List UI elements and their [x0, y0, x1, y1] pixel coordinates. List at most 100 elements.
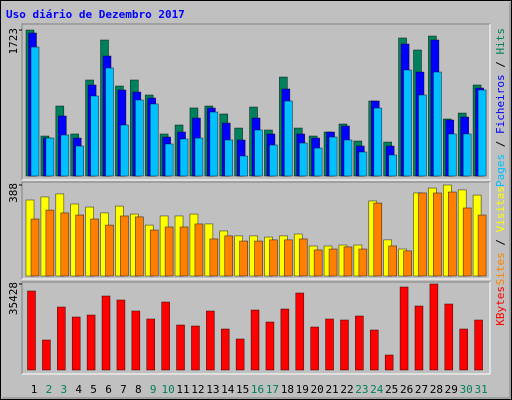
panel-edge — [21, 181, 490, 279]
bar — [269, 144, 278, 177]
bar — [369, 329, 379, 371]
bar — [462, 207, 472, 277]
bar — [179, 226, 189, 277]
x-tick-label: 16 — [251, 383, 264, 396]
bar — [358, 248, 368, 277]
bar — [75, 145, 85, 177]
bar — [120, 215, 129, 277]
x-tick-label: 30 — [460, 383, 473, 396]
x-tick-label: 24 — [370, 383, 384, 396]
bar — [164, 226, 174, 277]
bar — [146, 318, 156, 371]
x-tick-label: 15 — [236, 383, 249, 396]
x-tick-label: 21 — [325, 383, 338, 396]
bar — [474, 319, 483, 371]
bar — [373, 202, 383, 277]
bar — [90, 218, 99, 277]
bar — [477, 214, 487, 277]
bar — [459, 328, 468, 371]
bar — [298, 142, 308, 177]
bar — [220, 328, 230, 371]
bar — [75, 214, 85, 277]
bar — [60, 212, 70, 277]
bar — [254, 240, 263, 277]
bar — [135, 216, 144, 277]
x-tick-label: 25 — [385, 383, 398, 396]
bar — [42, 339, 51, 371]
y-tick-label: 388 — [7, 183, 20, 203]
bar — [343, 139, 353, 177]
chart-title: Uso diário de Dezembro 2017 — [6, 8, 185, 21]
bar — [447, 133, 457, 177]
bar — [310, 326, 319, 371]
bar — [340, 319, 349, 371]
panel-edge — [22, 24, 491, 181]
x-tick-label: 6 — [105, 383, 112, 396]
bar — [462, 133, 472, 177]
bar — [358, 151, 368, 177]
bar — [313, 147, 323, 177]
x-tick-label: 1 — [31, 383, 38, 396]
bar — [164, 143, 174, 177]
bar — [388, 154, 397, 177]
bar — [444, 303, 454, 371]
bar — [86, 314, 96, 371]
bar — [206, 310, 215, 371]
legend: Sites / Visitas — [494, 186, 507, 285]
x-tick-label: 27 — [415, 383, 428, 396]
x-tick-label: 4 — [75, 383, 82, 396]
x-tick-label: 5 — [90, 383, 97, 396]
bar — [433, 71, 442, 177]
bar — [254, 129, 263, 177]
x-tick-label: 13 — [206, 383, 219, 396]
bar — [298, 238, 308, 277]
bar — [313, 249, 323, 277]
x-tick-label: 10 — [162, 383, 175, 396]
bar — [149, 103, 159, 177]
bar — [418, 192, 427, 277]
bar — [328, 248, 338, 277]
x-tick-label: 18 — [281, 383, 294, 396]
x-tick-label: 31 — [474, 383, 487, 396]
bar — [280, 308, 290, 371]
bar — [45, 209, 55, 277]
bar — [57, 306, 66, 371]
bar — [27, 290, 36, 371]
bar — [325, 318, 334, 371]
bar — [179, 138, 189, 177]
panel-edge — [21, 23, 490, 180]
legend-entry: Sites — [494, 252, 507, 285]
x-tick-label: 7 — [120, 383, 127, 396]
legend-separator: / — [494, 134, 507, 154]
bar — [418, 94, 427, 177]
bar — [161, 301, 170, 371]
bar — [131, 310, 141, 371]
bar — [135, 99, 144, 177]
x-tick-label: 22 — [340, 383, 353, 396]
bar — [355, 315, 364, 371]
legend-separator: / — [494, 55, 507, 75]
x-tick-label: 23 — [355, 383, 368, 396]
legend-entry: Pages — [494, 154, 507, 187]
panel-edge — [22, 282, 491, 375]
x-tick-label: 17 — [266, 383, 279, 396]
y-tick-label: 1723 — [7, 28, 20, 55]
bar — [295, 292, 305, 371]
bar — [265, 321, 275, 371]
bar — [373, 107, 383, 177]
bar — [224, 139, 234, 177]
bar — [384, 354, 394, 371]
y-tick-label: 35428 — [7, 282, 20, 315]
bar — [105, 67, 114, 177]
legend-separator: / — [494, 232, 507, 252]
bar — [90, 95, 99, 177]
bar — [71, 316, 81, 371]
bar — [60, 134, 70, 177]
legend-entry: Hits — [494, 28, 507, 55]
bar — [403, 69, 412, 177]
legend: Pages / Ficheiros / Hits — [494, 28, 507, 187]
legend-entry: Visitas — [494, 186, 507, 232]
x-tick-label: 20 — [311, 383, 324, 396]
bar — [105, 224, 114, 277]
